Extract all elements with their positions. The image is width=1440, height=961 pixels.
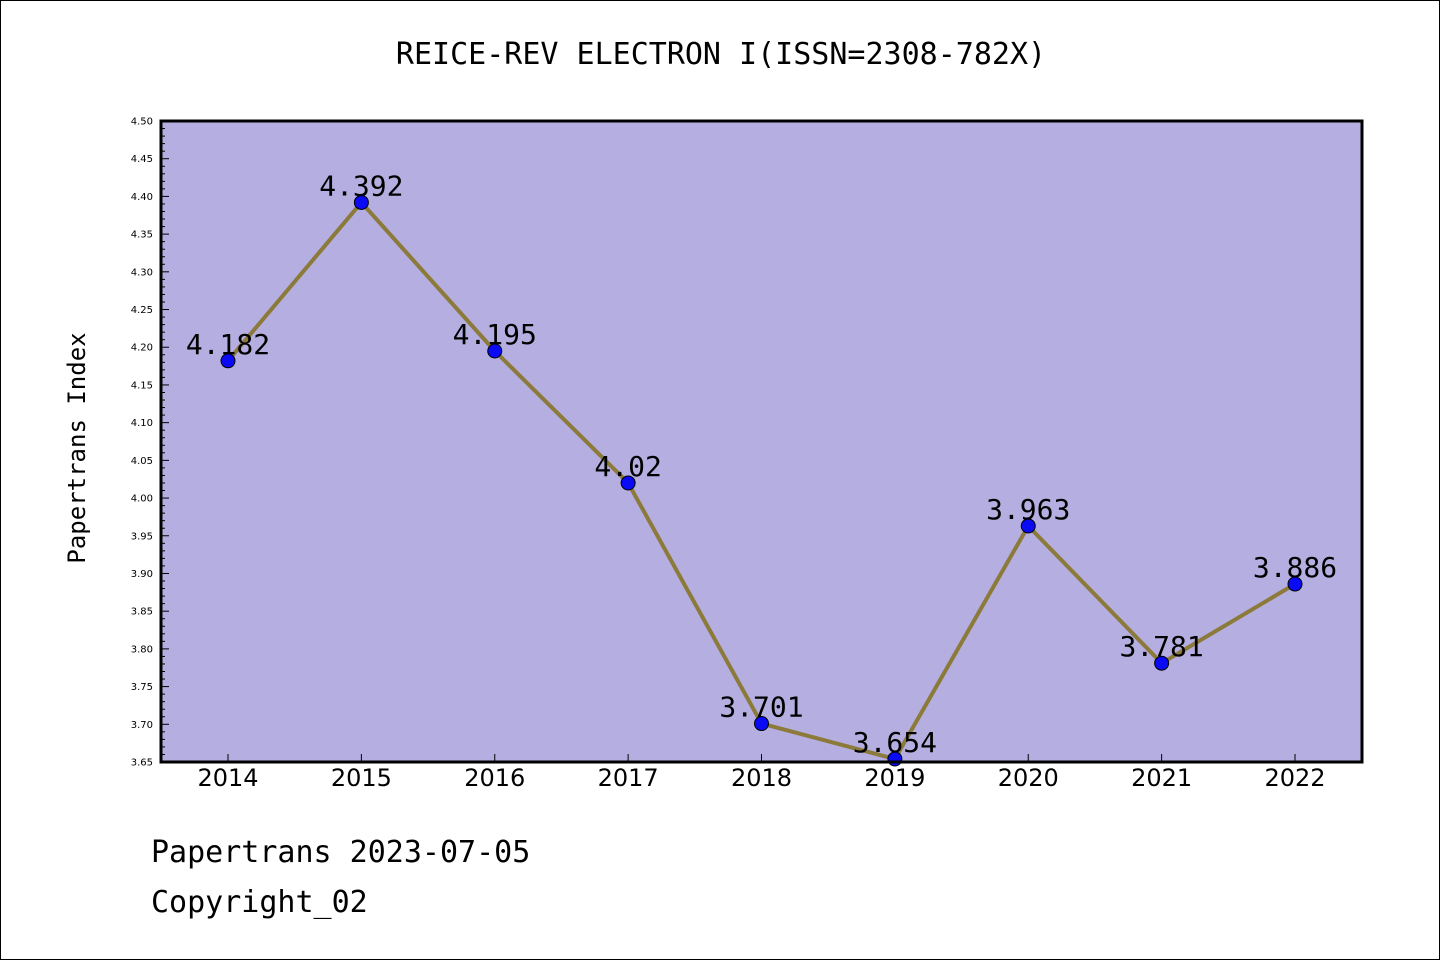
plot-area xyxy=(161,121,1362,762)
x-axis-ticks: 2014 2015 2016 2017 2018 2019 2020 2021 2022 xyxy=(197,754,1326,792)
y-tick-label: 3.65 xyxy=(131,758,153,769)
data-point xyxy=(1154,655,1170,671)
footer-copyright: Copyright_02 xyxy=(151,885,368,920)
y-tick-label: 4.15 xyxy=(131,380,153,391)
data-point xyxy=(220,353,236,369)
data-label: 3.963 xyxy=(986,493,1070,526)
data-label: 3.781 xyxy=(1119,630,1203,663)
y-tick-label: 4.35 xyxy=(131,230,153,241)
data-point xyxy=(1020,518,1036,534)
y-tick-label: 4.45 xyxy=(131,154,153,165)
y-tick-label: 4.00 xyxy=(131,494,153,505)
y-tick-label: 4.25 xyxy=(131,305,153,316)
data-label: 4.182 xyxy=(186,328,270,361)
x-tick-label: 2020 xyxy=(998,764,1059,792)
x-tick-label: 2019 xyxy=(864,764,925,792)
y-tick-label: 3.75 xyxy=(131,682,153,693)
y-tick-label: 3.85 xyxy=(131,607,153,618)
y-tick-label: 4.10 xyxy=(131,418,153,429)
y-tick-label: 4.05 xyxy=(131,456,153,467)
data-label: 4.392 xyxy=(319,169,403,202)
data-point xyxy=(754,716,769,732)
y-tick-label: 3.70 xyxy=(131,720,153,731)
data-label: 3.654 xyxy=(853,726,937,759)
data-point xyxy=(620,475,636,491)
data-label: 4.195 xyxy=(453,318,537,351)
x-tick-label: 2015 xyxy=(331,764,392,792)
y-tick-label: 3.90 xyxy=(131,569,153,580)
x-tick-label: 2022 xyxy=(1264,764,1325,792)
data-point xyxy=(353,194,369,210)
y-tick-label: 3.95 xyxy=(131,531,153,542)
y-tick-label: 4.50 xyxy=(131,117,153,128)
y-tick-label: 4.40 xyxy=(131,192,153,203)
x-tick-label: 2016 xyxy=(464,764,525,792)
data-labels: 4.182 4.392 4.195 4.02 3.701 3.654 3.963 3.781 3… xyxy=(186,169,1337,759)
x-tick-label: 2018 xyxy=(731,764,792,792)
x-tick-label: 2017 xyxy=(598,764,659,792)
data-label: 4.02 xyxy=(594,450,661,483)
y-tick-label: 4.20 xyxy=(131,343,153,354)
footer-date: Papertrans 2023-07-05 xyxy=(151,835,531,870)
chart-title: REICE-REV ELECTRON I(ISSN=2308-782X) xyxy=(395,37,1047,72)
y-tick-label: 3.80 xyxy=(131,644,153,655)
data-label: 3.701 xyxy=(719,691,803,724)
x-tick-label: 2014 xyxy=(197,764,258,792)
plot-frame xyxy=(159,119,1364,764)
y-tick-label: 4.30 xyxy=(131,267,153,278)
data-point xyxy=(487,343,503,359)
y-axis-ticks: 3.65 3.70 3.75 3.80 3.85 3.90 3.95 4.00 4.05 4.10… xyxy=(131,117,169,769)
data-point xyxy=(1287,576,1303,592)
x-tick-label: 2021 xyxy=(1131,764,1192,792)
data-label: 3.886 xyxy=(1253,551,1337,584)
